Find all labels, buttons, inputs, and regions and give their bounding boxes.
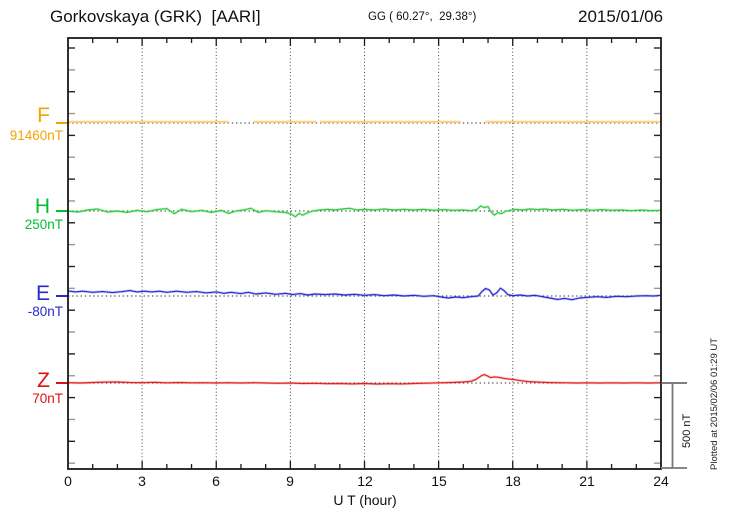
- series-baseline-f: 91460nT: [9, 128, 63, 143]
- x-tick-label-6: 6: [212, 473, 220, 489]
- x-tick-label-21: 21: [579, 473, 595, 489]
- station-title: Gorkovskaya (GRK) [AARI]: [50, 7, 261, 26]
- series-baseline-h: 250nT: [24, 217, 63, 232]
- x-tick-label-24: 24: [653, 473, 669, 489]
- series-label-h: H: [34, 195, 50, 218]
- series-label-z: Z: [37, 369, 50, 392]
- series-baseline-z: 70nT: [32, 391, 63, 406]
- scale-bar-label: 500 nT: [681, 413, 693, 448]
- plotted-at-note: Plotted at 2015/02/06 01:29 UT: [709, 337, 720, 470]
- x-tick-label-3: 3: [138, 473, 146, 489]
- series-label-f: F: [37, 104, 50, 127]
- plot-date: 2015/01/06: [578, 7, 664, 26]
- x-tick-label-9: 9: [286, 473, 294, 489]
- x-tick-label-0: 0: [64, 473, 72, 489]
- series-baseline-e: -80nT: [27, 304, 63, 319]
- x-tick-label-12: 12: [357, 473, 373, 489]
- x-tick-label-18: 18: [505, 473, 521, 489]
- geographic-coords: GG ( 60.27°, 29.38°): [368, 11, 477, 23]
- series-label-e: E: [35, 282, 50, 305]
- x-axis-label: U T (hour): [333, 492, 397, 508]
- x-tick-label-15: 15: [431, 473, 447, 489]
